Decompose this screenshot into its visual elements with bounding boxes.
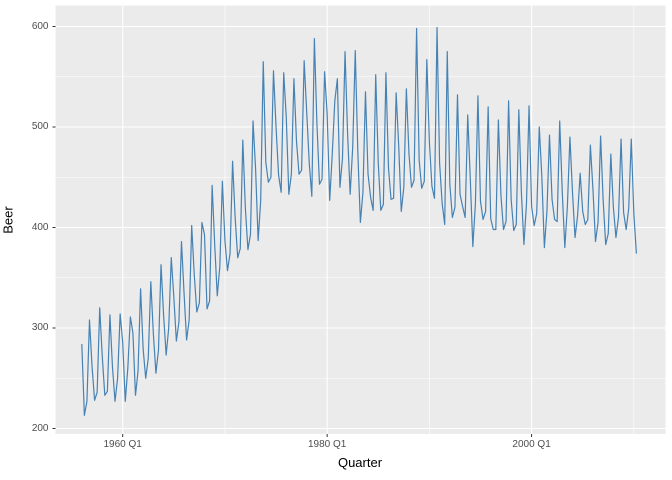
x-tick-label: 1980 Q1: [307, 439, 347, 450]
y-tick-label: 600: [31, 20, 49, 32]
y-axis-title: Beer: [0, 206, 16, 234]
y-tick-label: 300: [31, 322, 49, 333]
x-axis-title: Quarter: [337, 455, 383, 470]
beer-series-line: [81, 26, 637, 417]
x-tick-label: 1960 Q1: [103, 439, 142, 450]
x-tick-label: 2000 Q1: [512, 439, 551, 450]
y-tick-label: 400: [31, 221, 49, 233]
y-tick-label: 200: [31, 422, 49, 434]
y-tick-label: 500: [31, 121, 49, 132]
